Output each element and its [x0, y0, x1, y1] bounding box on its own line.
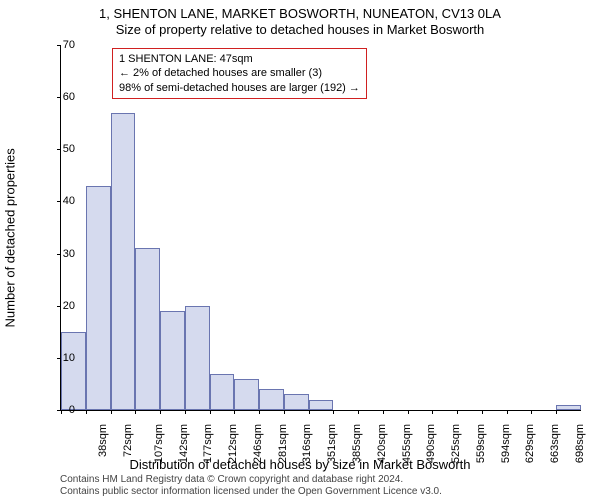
xtick-label: 38sqm — [97, 424, 109, 457]
annotation-line3: 98% of semi-detached houses are larger (… — [119, 81, 360, 95]
ytick-mark — [57, 306, 61, 307]
histogram-bar — [210, 374, 235, 411]
xtick-mark — [333, 410, 334, 414]
histogram-bar — [185, 306, 210, 410]
xtick-mark — [61, 410, 62, 414]
histogram-bar — [86, 186, 111, 410]
xtick-mark — [259, 410, 260, 414]
ytick-label: 20 — [63, 300, 75, 312]
ytick-label: 0 — [69, 404, 75, 416]
xtick-mark — [234, 410, 235, 414]
xtick-mark — [111, 410, 112, 414]
xtick-mark — [309, 410, 310, 414]
xtick-label: 142sqm — [178, 424, 190, 463]
xtick-label: 351sqm — [326, 424, 338, 463]
annotation-line1: 1 SHENTON LANE: 47sqm — [119, 52, 360, 66]
plot-area — [60, 45, 581, 411]
histogram-bar — [111, 113, 136, 410]
xtick-label: 420sqm — [376, 424, 388, 463]
xtick-mark — [135, 410, 136, 414]
chart-title-line1: 1, SHENTON LANE, MARKET BOSWORTH, NUNEAT… — [0, 6, 600, 21]
xtick-label: 525sqm — [450, 424, 462, 463]
xtick-mark — [284, 410, 285, 414]
xtick-label: 490sqm — [425, 424, 437, 463]
xtick-label: 629sqm — [524, 424, 536, 463]
xtick-mark — [457, 410, 458, 414]
xtick-mark — [408, 410, 409, 414]
y-axis-label: Number of detached properties — [3, 53, 18, 232]
xtick-label: 698sqm — [574, 424, 586, 463]
xtick-label: 177sqm — [203, 424, 215, 463]
xtick-mark — [507, 410, 508, 414]
ytick-label: 70 — [63, 39, 75, 51]
xtick-label: 559sqm — [475, 424, 487, 463]
histogram-bar — [234, 379, 259, 410]
xtick-mark — [210, 410, 211, 414]
ytick-label: 50 — [63, 143, 75, 155]
xtick-mark — [86, 410, 87, 414]
xtick-mark — [358, 410, 359, 414]
xtick-mark — [531, 410, 532, 414]
ytick-label: 10 — [63, 352, 75, 364]
xtick-mark — [432, 410, 433, 414]
xtick-label: 316sqm — [302, 424, 314, 463]
ytick-mark — [57, 149, 61, 150]
ytick-label: 60 — [63, 91, 75, 103]
annotation-box: 1 SHENTON LANE: 47sqm ← 2% of detached h… — [112, 48, 367, 99]
xtick-mark — [383, 410, 384, 414]
xtick-mark — [482, 410, 483, 414]
ytick-label: 40 — [63, 195, 75, 207]
xtick-label: 455sqm — [401, 424, 413, 463]
ytick-label: 30 — [63, 248, 75, 260]
histogram-bar — [284, 394, 309, 410]
annotation-line2: ← 2% of detached houses are smaller (3) — [119, 66, 360, 80]
histogram-bar — [556, 405, 581, 410]
histogram-bar — [160, 311, 185, 410]
xtick-label: 281sqm — [277, 424, 289, 463]
attribution-text: Contains HM Land Registry data © Crown c… — [60, 474, 442, 498]
histogram-bar — [309, 400, 334, 410]
xtick-label: 385sqm — [351, 424, 363, 463]
histogram-bar — [135, 248, 160, 410]
histogram-bar — [61, 332, 86, 410]
xtick-label: 246sqm — [252, 424, 264, 463]
xtick-label: 594sqm — [500, 424, 512, 463]
chart-title-line2: Size of property relative to detached ho… — [0, 22, 600, 37]
xtick-label: 107sqm — [153, 424, 165, 463]
ytick-mark — [57, 201, 61, 202]
ytick-mark — [57, 97, 61, 98]
xtick-mark — [185, 410, 186, 414]
ytick-mark — [57, 254, 61, 255]
xtick-label: 212sqm — [227, 424, 239, 463]
xtick-mark — [556, 410, 557, 414]
xtick-label: 663sqm — [549, 424, 561, 463]
xtick-mark — [160, 410, 161, 414]
chart-container: 1, SHENTON LANE, MARKET BOSWORTH, NUNEAT… — [0, 0, 600, 500]
xtick-label: 72sqm — [122, 424, 134, 457]
ytick-mark — [57, 45, 61, 46]
histogram-bar — [259, 389, 284, 410]
